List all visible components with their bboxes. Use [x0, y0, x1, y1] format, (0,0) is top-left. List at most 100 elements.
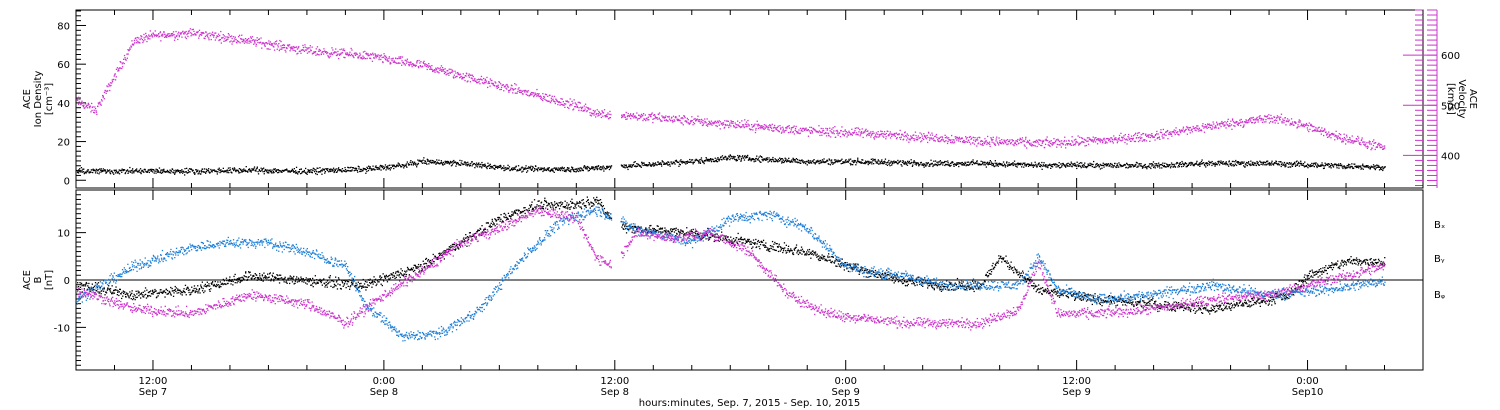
- data-point: [692, 121, 695, 124]
- data-point: [759, 161, 761, 163]
- data-point: [177, 169, 179, 172]
- data-point: [502, 84, 504, 86]
- data-point: [1128, 137, 1130, 139]
- data-point: [693, 123, 696, 125]
- data-point: [547, 95, 549, 97]
- data-point: [137, 171, 139, 173]
- data-point: [286, 47, 288, 49]
- data-point: [1209, 124, 1211, 127]
- data-point: [976, 145, 978, 147]
- data-point: [230, 40, 232, 42]
- data-point: [596, 165, 598, 168]
- data-point: [132, 44, 134, 46]
- data-point: [157, 170, 159, 172]
- data-point: [974, 140, 977, 143]
- data-point: [933, 160, 935, 162]
- data-point: [1099, 141, 1101, 143]
- data-point: [210, 38, 212, 41]
- data-point: [1173, 132, 1175, 134]
- data-point: [748, 128, 751, 130]
- data-point: [362, 169, 364, 172]
- data-point: [480, 165, 482, 168]
- data-point: [1314, 128, 1316, 131]
- data-point: [117, 172, 119, 174]
- data-point: [900, 136, 902, 138]
- data-point: [558, 101, 561, 103]
- data-point: [92, 171, 94, 174]
- data-point: [968, 164, 970, 166]
- data-point: [738, 124, 740, 127]
- data-point: [1005, 139, 1007, 142]
- data-point: [1131, 138, 1133, 140]
- data-point: [448, 163, 451, 165]
- data-point: [559, 168, 561, 170]
- data-point: [906, 133, 908, 135]
- data-point: [1035, 141, 1037, 144]
- data-point: [306, 173, 308, 175]
- data-point: [1311, 125, 1313, 127]
- data-point: [405, 60, 407, 62]
- data-point: [1110, 140, 1112, 142]
- data-point: [382, 168, 385, 170]
- data-point: [389, 164, 391, 166]
- data-point: [500, 88, 502, 91]
- data-point: [202, 31, 204, 34]
- data-point: [1186, 133, 1188, 135]
- data-point: [531, 94, 533, 96]
- data-point: [1278, 117, 1281, 119]
- data-point: [1159, 164, 1161, 166]
- data-point: [665, 163, 668, 165]
- data-point: [116, 171, 119, 173]
- data-point: [1193, 165, 1195, 167]
- data-point: [981, 140, 983, 142]
- data-point: [1229, 163, 1231, 165]
- data-point: [370, 167, 372, 170]
- data-point: [1200, 163, 1202, 165]
- data-point: [1160, 164, 1162, 166]
- data-point: [424, 160, 427, 162]
- data-point: [1274, 122, 1276, 124]
- data-point: [985, 166, 987, 168]
- data-point: [1116, 139, 1118, 141]
- data-point: [1027, 141, 1030, 143]
- data-point: [553, 171, 555, 173]
- data-point: [836, 129, 838, 132]
- data-point: [183, 33, 185, 35]
- data-point: [884, 161, 886, 163]
- data-point: [109, 82, 112, 84]
- data-point: [840, 130, 842, 132]
- data-point: [393, 60, 395, 62]
- data-point: [706, 159, 708, 161]
- data-point: [1180, 130, 1182, 132]
- data-point: [933, 139, 935, 141]
- data-point: [1071, 162, 1073, 165]
- data-point: [1150, 163, 1152, 165]
- data-point: [705, 124, 708, 126]
- data-point: [1049, 145, 1051, 147]
- data-point: [1054, 163, 1056, 165]
- data-point: [1113, 139, 1115, 141]
- data-point: [1358, 137, 1360, 139]
- data-point: [539, 95, 542, 97]
- data-point: [1239, 119, 1241, 121]
- data-point: [848, 160, 850, 162]
- data-point: [1014, 143, 1016, 145]
- data-point: [1282, 118, 1284, 120]
- data-point: [117, 70, 119, 72]
- data-point: [313, 51, 315, 53]
- data-point: [238, 41, 240, 43]
- data-point: [1135, 161, 1138, 164]
- data-point: [922, 163, 924, 165]
- data-point: [151, 169, 153, 171]
- data-point: [148, 169, 150, 171]
- data-point: [467, 74, 470, 77]
- data-point: [593, 112, 595, 115]
- data-point: [1028, 142, 1030, 144]
- data-point: [1245, 122, 1247, 124]
- data-point: [1025, 164, 1028, 167]
- data-point: [472, 79, 474, 81]
- data-point: [627, 115, 629, 117]
- data-point: [1042, 139, 1044, 142]
- data-point: [701, 124, 704, 127]
- data-point: [140, 35, 142, 37]
